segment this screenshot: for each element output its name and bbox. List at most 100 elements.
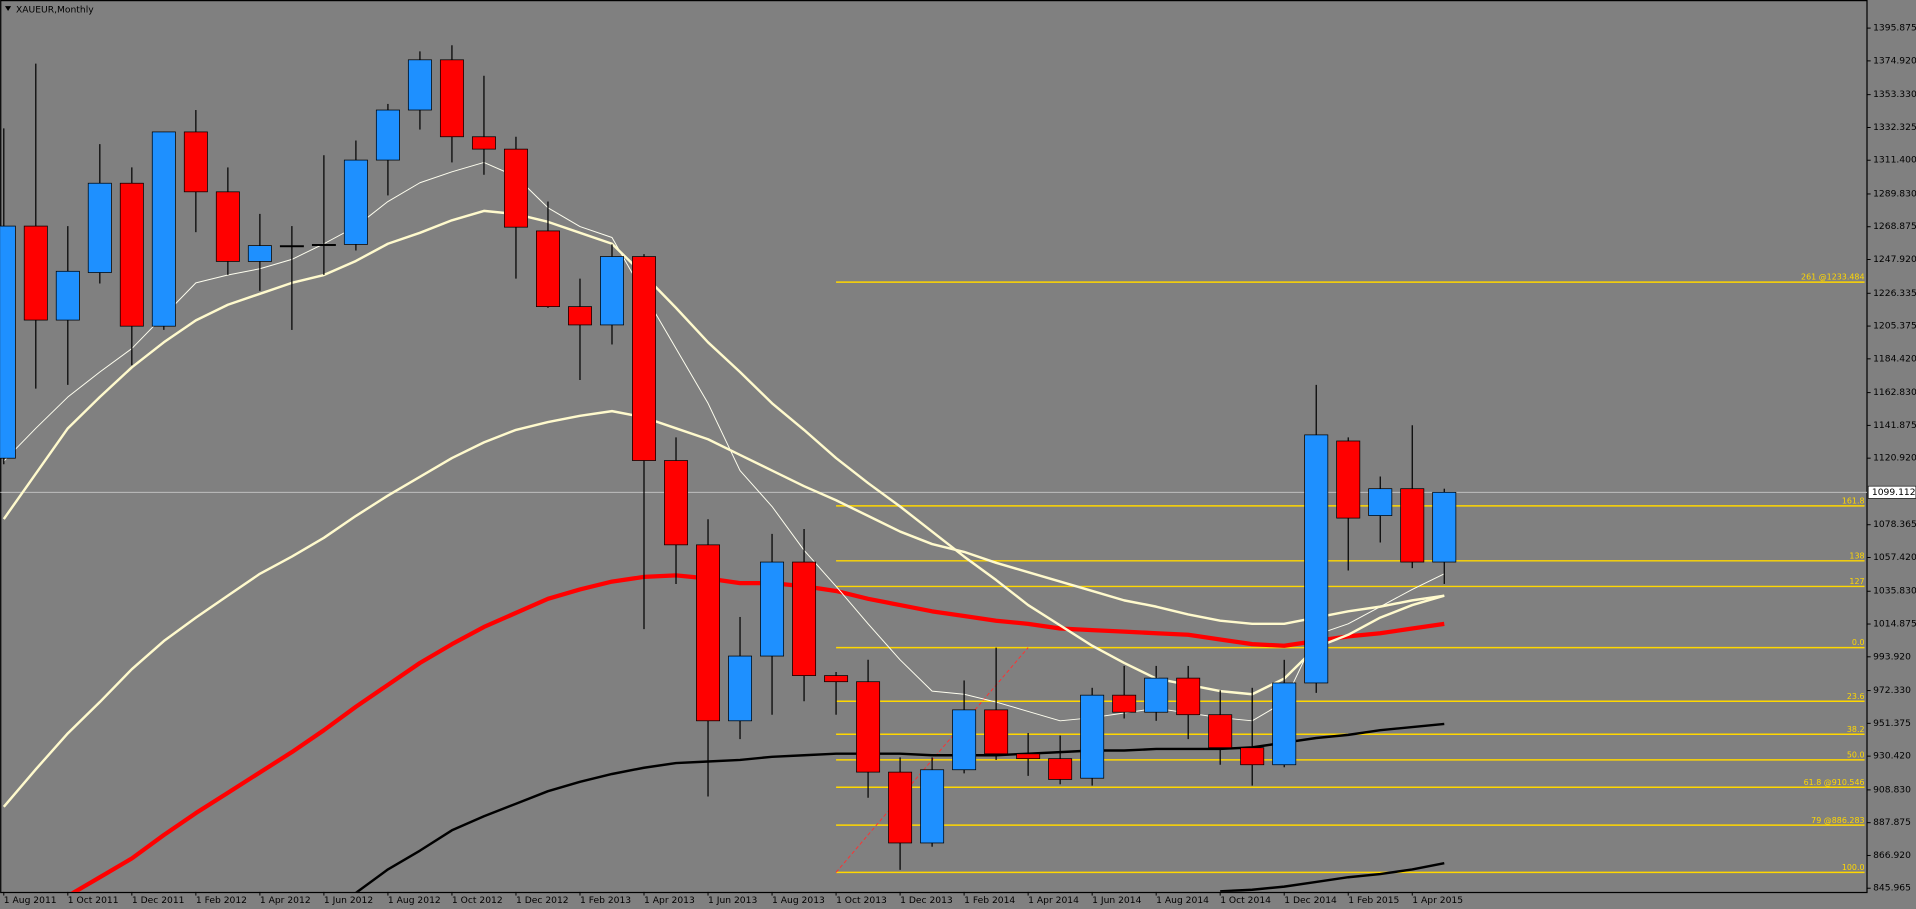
y-tick-label: 1289.830 <box>1873 188 1916 199</box>
candle-body <box>696 544 720 722</box>
fib-label: 23.6 <box>1847 692 1865 701</box>
y-tick-label: 951.375 <box>1873 718 1911 729</box>
fib-label: 261 @1233.484 <box>1801 273 1865 282</box>
candle-body <box>535 230 560 307</box>
candle-body <box>1016 753 1041 760</box>
y-tick-label: 1141.875 <box>1873 420 1916 431</box>
candle-body <box>1080 694 1105 779</box>
y-tick-label: 993.920 <box>1873 651 1911 662</box>
candle-body <box>1368 488 1393 516</box>
x-tick-label: 1 Aug 2013 <box>772 895 825 906</box>
plot-area <box>0 45 1867 892</box>
candle-body <box>952 709 977 771</box>
ma-line <box>1220 861 1445 892</box>
candle-body <box>279 245 304 248</box>
y-tick-label: 1226.335 <box>1873 288 1916 299</box>
menu-triangle <box>5 6 12 11</box>
y-tick-label: 866.920 <box>1873 850 1911 861</box>
y-tick-label: 1353.330 <box>1873 89 1916 100</box>
candle-body <box>55 270 80 321</box>
last-price-label: 1099.112 <box>1872 487 1916 498</box>
candle-body <box>1240 747 1265 766</box>
candle-body <box>1112 694 1137 713</box>
candle-body <box>23 225 48 321</box>
candle-body <box>1208 714 1233 749</box>
x-tick-label: 1 Apr 2012 <box>260 895 311 906</box>
candle-body <box>311 244 336 246</box>
candle-body <box>343 159 368 245</box>
x-tick-label: 1 Feb 2015 <box>1348 895 1399 906</box>
fib-label: 38.2 <box>1847 725 1865 734</box>
candle-body <box>600 256 624 326</box>
x-tick-label: 1 Dec 2012 <box>516 895 569 906</box>
y-tick-label: 1205.375 <box>1873 321 1916 332</box>
candle-body <box>0 225 16 459</box>
candle-body <box>151 131 176 327</box>
candle-body <box>183 131 208 193</box>
x-tick-label: 1 Jun 2014 <box>1092 895 1141 906</box>
fib-label: 79 @886.283 <box>1811 816 1864 825</box>
candle-body <box>87 182 112 273</box>
candle-body <box>888 771 913 844</box>
fib-label: 0.0 <box>1852 638 1865 647</box>
y-tick-label: 1374.920 <box>1873 55 1916 66</box>
candle-body <box>439 59 464 138</box>
candle-body <box>664 460 688 546</box>
y-tick-label: 887.875 <box>1873 817 1911 828</box>
x-tick-label: 1 Oct 2014 <box>1220 895 1271 906</box>
x-tick-label: 1 Apr 2014 <box>1028 895 1079 906</box>
x-tick-label: 1 Oct 2013 <box>836 895 887 906</box>
x-tick-label: 1 Oct 2011 <box>68 895 119 906</box>
ma-line <box>70 573 1445 892</box>
candle-body <box>568 306 592 326</box>
y-tick-label: 930.420 <box>1873 751 1911 762</box>
y-tick-label: 1395.875 <box>1873 23 1916 34</box>
candle-body <box>247 245 272 262</box>
candle-body <box>760 561 785 657</box>
candle-body <box>824 675 849 683</box>
fib-label: 138 <box>1849 551 1864 560</box>
candle-body <box>375 109 400 161</box>
candle-body <box>1336 440 1361 519</box>
candle-body <box>215 191 240 262</box>
fib-label: 127 <box>1849 577 1864 586</box>
ma-line <box>2 409 1445 808</box>
y-tick-label: 1057.420 <box>1873 552 1916 563</box>
candle-body <box>503 148 528 228</box>
candle-body <box>632 256 656 461</box>
x-tick-label: 1 Dec 2014 <box>1284 895 1337 906</box>
y-tick-label: 1332.325 <box>1873 122 1916 133</box>
fib-label: 50.0 <box>1847 751 1865 760</box>
y-tick-label: 972.330 <box>1873 685 1911 696</box>
x-tick-label: 1 Oct 2012 <box>452 895 503 906</box>
y-tick-label: 1120.920 <box>1873 453 1916 464</box>
y-tick-label: 1311.400 <box>1873 155 1916 166</box>
x-tick-label: 1 Apr 2015 <box>1412 895 1463 906</box>
candle-body <box>792 561 817 676</box>
x-tick-label: 1 Apr 2013 <box>644 895 695 906</box>
y-tick-label: 1078.365 <box>1873 519 1916 530</box>
candle-body <box>1272 682 1297 766</box>
y-tick-label: 1247.920 <box>1873 254 1916 265</box>
x-tick-label: 1 Aug 2011 <box>4 895 57 906</box>
y-tick-label: 1162.830 <box>1873 387 1916 398</box>
y-tick-label: 1014.875 <box>1873 619 1916 630</box>
x-tick-label: 1 Dec 2011 <box>132 895 185 906</box>
x-tick-label: 1 Jun 2012 <box>324 895 373 906</box>
fib-label: 61.8 @910.546 <box>1804 778 1865 787</box>
y-tick-label: 845.965 <box>1873 883 1911 894</box>
ma-line <box>2 209 1445 696</box>
candle-body <box>1048 758 1073 780</box>
y-tick-label: 1268.875 <box>1873 221 1916 232</box>
candle-body <box>856 681 881 773</box>
x-tick-label: 1 Dec 2013 <box>900 895 953 906</box>
x-tick-label: 1 Feb 2013 <box>580 895 631 906</box>
y-tick-label: 1184.420 <box>1873 353 1916 364</box>
candle-body <box>119 182 144 327</box>
x-tick-label: 1 Feb 2014 <box>964 895 1015 906</box>
x-tick-label: 1 Aug 2012 <box>388 895 441 906</box>
ma-line <box>3 161 1445 722</box>
